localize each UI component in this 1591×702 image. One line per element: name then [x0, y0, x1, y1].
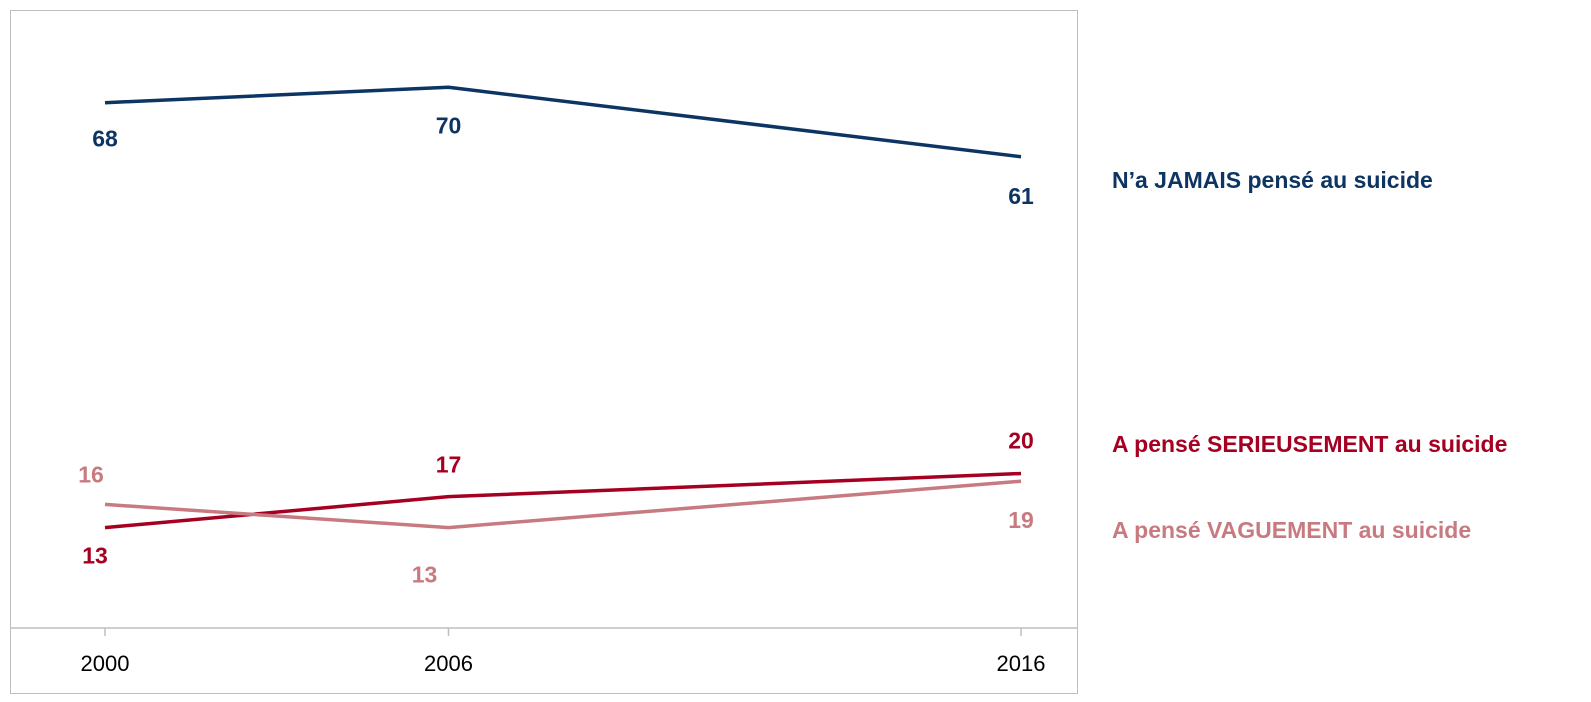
legend-entry-seriously: A pensé SERIEUSEMENT au suicide	[1112, 431, 1508, 457]
data-label-s1-p1: 17	[436, 452, 462, 478]
series-line-0	[104, 85, 1022, 159]
series-line-1	[104, 471, 1022, 530]
plot-area	[10, 10, 1078, 694]
data-label-s0-p1: 70	[436, 112, 462, 138]
data-label-s0-p2: 61	[1008, 183, 1034, 209]
data-label-s0-p0: 68	[92, 126, 118, 152]
data-label-s2-p1: 13	[412, 562, 438, 588]
x-tick-label: 2000	[81, 651, 130, 676]
series-line-2	[104, 479, 1022, 530]
x-tick-label: 2016	[997, 651, 1046, 676]
data-label-s1-p2: 20	[1008, 428, 1034, 454]
data-label-s1-p0: 13	[82, 543, 108, 569]
legend-entry-never: N’a JAMAIS pensé au suicide	[1112, 167, 1433, 193]
data-label-s2-p2: 19	[1008, 507, 1034, 533]
data-label-s2-p0: 16	[78, 461, 104, 487]
legend-entry-vaguely: A pensé VAGUEMENT au suicide	[1112, 517, 1472, 543]
x-tick-label: 2006	[424, 651, 473, 676]
